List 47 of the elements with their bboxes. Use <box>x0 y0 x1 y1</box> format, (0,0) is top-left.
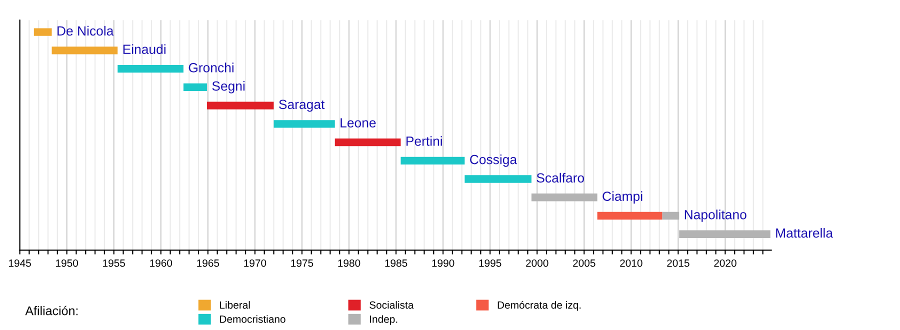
y-tick-label: De Nicola <box>58 26 114 36</box>
bar <box>206 102 274 110</box>
y-tick-label: Cossiga <box>470 154 518 167</box>
bar <box>274 120 335 128</box>
x-tick-label: 1965 <box>197 259 220 267</box>
legend-label: Indep. <box>370 315 398 325</box>
y-tick-label: Scalfaro <box>536 172 584 183</box>
bar <box>34 28 52 36</box>
x-tick-label: 1945 <box>9 259 31 267</box>
x-tick-label: 1960 <box>150 259 172 267</box>
y-tick-label: Pertini <box>406 136 442 146</box>
y-tick-label: Ciampi <box>602 191 642 204</box>
x-tick-label: 1950 <box>56 259 78 267</box>
bar <box>531 194 598 202</box>
bar <box>662 212 680 220</box>
y-tick-label: Napolitano <box>684 210 746 222</box>
y-tick-label: Leone <box>340 118 376 128</box>
legend-label: Demócrata de izq. <box>498 300 581 311</box>
legend-label: Liberal <box>220 301 250 309</box>
y-tick-label: Saragat <box>279 100 325 112</box>
x-tick-label: 2015 <box>667 259 690 267</box>
x-tick-label: 2005 <box>573 259 596 267</box>
y-tick-label: Einaudi <box>123 44 166 54</box>
bar <box>464 175 532 183</box>
bar <box>183 83 207 92</box>
legend-label: Socialista <box>370 301 414 309</box>
x-tick-label: 1985 <box>385 259 408 267</box>
bar <box>597 212 662 220</box>
bar <box>52 46 118 54</box>
x-tick-label: 2000 <box>526 259 548 267</box>
y-tick-label: Segni <box>212 81 245 94</box>
x-tick-label: 1990 <box>432 259 454 267</box>
y-tick-label: Mattarella <box>776 228 833 238</box>
bar <box>334 138 401 146</box>
bar <box>400 156 465 165</box>
bar <box>679 230 770 238</box>
legend-title: Afiliación: <box>25 306 78 316</box>
y-tick-label: Gronchi <box>188 62 234 72</box>
x-tick-label: 2020 <box>714 259 736 267</box>
x-tick-label: 1970 <box>244 259 266 267</box>
x-tick-label: 1955 <box>103 259 126 267</box>
x-tick-label: 2010 <box>620 259 642 267</box>
x-tick-label: 1995 <box>479 259 502 267</box>
bar <box>118 64 184 73</box>
x-tick-label: 1975 <box>291 259 314 267</box>
x-tick-label: 1980 <box>338 259 360 267</box>
legend-label: Democristiano <box>220 315 286 323</box>
